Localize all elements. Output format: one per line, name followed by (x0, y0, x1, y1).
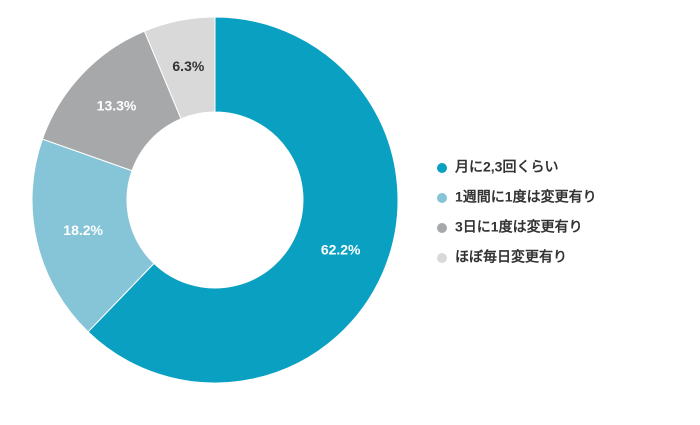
legend-marker (437, 223, 447, 233)
data-label: 6.3% (172, 58, 204, 74)
donut-slice (143, 16, 216, 120)
data-label: 18.2% (63, 222, 103, 238)
legend-label: ほぼ毎日変更有り (455, 249, 567, 265)
donut-slice (31, 138, 155, 333)
legend-marker (437, 253, 447, 263)
legend-label: 1週間に1度は変更有り (455, 189, 597, 205)
donut-slice (87, 16, 399, 384)
legend-marker (437, 163, 447, 173)
legend-label: 月に2,3回くらい (454, 159, 558, 175)
legend-marker (437, 193, 447, 203)
data-label: 62.2% (321, 241, 361, 257)
legend-label: 3日に1度は変更有り (455, 219, 583, 235)
data-label: 13.3% (97, 98, 137, 114)
